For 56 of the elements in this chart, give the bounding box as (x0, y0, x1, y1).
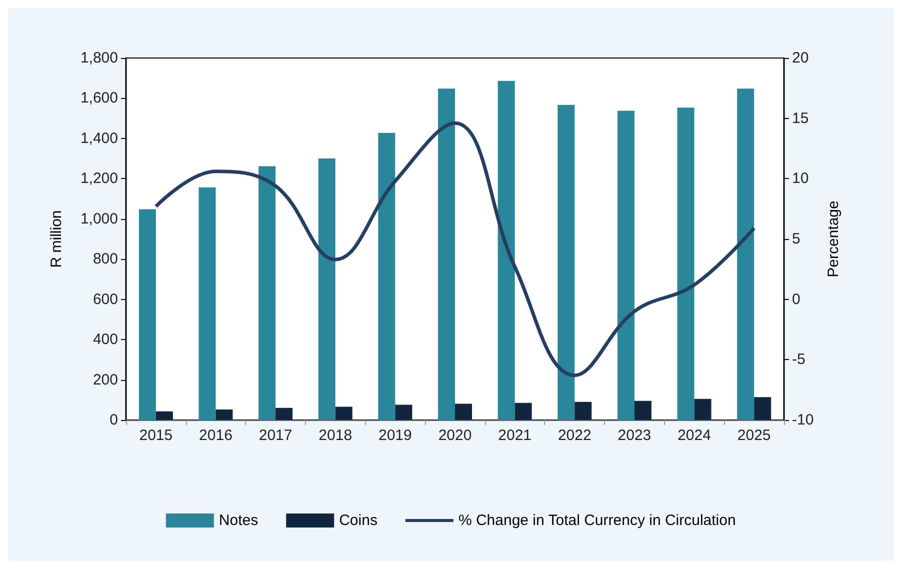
y-tick-label: 200 (92, 371, 118, 388)
bar (617, 110, 634, 420)
y-axis-title: R million (48, 210, 65, 268)
legend-label: Coins (339, 512, 378, 529)
bar (276, 408, 293, 420)
y-tick-label: 1,800 (80, 50, 118, 66)
y2-axis-title: Percentage (825, 200, 842, 278)
x-tick-label: 2017 (258, 427, 292, 444)
y-tick-label: 800 (92, 250, 118, 268)
bar (694, 398, 712, 420)
legend-label: Notes (218, 512, 258, 529)
y2-tick-label: 10 (792, 170, 809, 188)
bar (378, 132, 396, 420)
x-tick-label: 2022 (558, 427, 592, 444)
bar (514, 402, 532, 420)
x-tick-label: 2024 (678, 427, 711, 444)
bar (198, 187, 216, 420)
y-tick-label: 1,400 (80, 130, 118, 147)
y2-tick-label: -5 (792, 351, 806, 368)
y-tick-label: 600 (92, 290, 118, 308)
x-tick-label: 2021 (498, 427, 532, 444)
bar (574, 402, 592, 420)
y2-tick-label: 0 (792, 290, 800, 308)
bar (395, 404, 412, 420)
bar (737, 88, 754, 420)
y-tick-label: 1,200 (80, 170, 118, 188)
bar (558, 104, 575, 420)
bar (318, 158, 336, 420)
y2-tick-label: 20 (792, 50, 809, 66)
x-tick-label: 2025 (737, 427, 771, 444)
y-tick-label: 1,000 (80, 210, 118, 228)
x-tick-label: 2020 (438, 427, 472, 444)
y-tick-label: 0 (110, 412, 118, 428)
bar (138, 209, 156, 420)
bar (156, 411, 173, 420)
bar (258, 166, 276, 420)
line-series (154, 121, 756, 378)
bar (677, 108, 694, 420)
y2-tick-label: 5 (792, 230, 800, 248)
bar (498, 80, 515, 420)
bar (335, 406, 352, 420)
bar (455, 404, 472, 420)
x-tick-label: 2023 (618, 427, 652, 444)
bar (634, 400, 652, 420)
bar (754, 397, 772, 420)
legend-label: % Change in Total Currency in Circulation (458, 512, 736, 529)
x-tick-label: 2016 (199, 427, 232, 444)
bar (438, 88, 455, 420)
y2-tick-label: -10 (792, 412, 814, 428)
bar (216, 410, 233, 420)
y-tick-label: 400 (92, 331, 118, 348)
x-tick-label: 2015 (139, 427, 173, 444)
x-tick-label: 2019 (378, 427, 412, 444)
y2-tick-label: 15 (792, 110, 809, 127)
x-tick-label: 2018 (318, 427, 352, 444)
y-tick-label: 1,600 (80, 90, 118, 107)
